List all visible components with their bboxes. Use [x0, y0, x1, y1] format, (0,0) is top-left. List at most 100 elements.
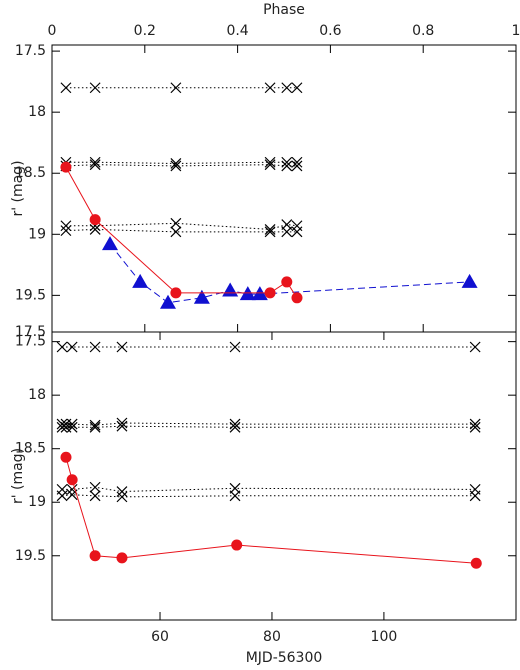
series-line: [65, 222, 298, 230]
marker: [89, 481, 101, 493]
y-tick-label: 19.5: [15, 287, 46, 303]
marker: [116, 420, 128, 432]
marker: [170, 287, 182, 299]
x-tick-label: 0: [48, 23, 57, 39]
y-tick-label: 17.5: [15, 334, 46, 350]
marker: [229, 490, 241, 502]
marker: [60, 225, 72, 237]
marker: [469, 490, 481, 502]
y-tick-label: 19.5: [15, 548, 46, 564]
y-tick-label: 19: [28, 494, 46, 510]
marker: [116, 552, 128, 564]
y-tick-label: 18: [28, 387, 46, 403]
marker: [116, 341, 128, 353]
y-tick-label: 18.5: [15, 165, 46, 181]
marker: [193, 289, 210, 304]
marker: [469, 341, 481, 353]
marker: [160, 294, 176, 309]
marker: [60, 161, 72, 173]
series-line: [62, 486, 476, 493]
marker: [66, 483, 78, 495]
marker: [89, 214, 101, 226]
marker: [60, 82, 72, 94]
y-tick-label: 18: [28, 104, 46, 120]
series-line: [62, 494, 476, 498]
x-tick-label: 100: [371, 629, 398, 645]
marker: [231, 539, 243, 551]
marker: [469, 421, 481, 433]
marker: [170, 82, 182, 94]
marker: [229, 421, 241, 433]
marker: [291, 226, 303, 238]
marker: [281, 82, 293, 94]
marker: [102, 236, 118, 251]
marker: [116, 491, 128, 503]
marker: [291, 292, 303, 304]
x-tick-label: 1: [512, 23, 520, 39]
marker: [170, 217, 182, 229]
series-line: [65, 164, 297, 167]
marker: [66, 421, 78, 433]
marker: [229, 341, 241, 353]
marker: [291, 160, 303, 172]
series-line: [65, 166, 298, 299]
marker: [222, 282, 239, 297]
marker: [281, 276, 293, 288]
y-axis-label: r' (mag): [10, 448, 26, 504]
x-tick-label: 0.2: [134, 23, 156, 39]
marker: [89, 156, 101, 168]
series-line: [62, 425, 476, 428]
marker: [66, 474, 78, 486]
marker: [170, 226, 182, 238]
marker: [89, 159, 101, 171]
marker: [170, 160, 182, 172]
marker: [264, 156, 276, 168]
marker: [56, 421, 68, 433]
x-tick-label: 0.6: [319, 23, 341, 39]
marker: [89, 421, 101, 433]
x-tick-label: 0.8: [412, 23, 434, 39]
marker: [89, 82, 101, 94]
marker: [116, 486, 128, 497]
y-tick-label: 17.5: [15, 43, 46, 59]
series-line: [109, 243, 470, 304]
marker: [89, 490, 101, 502]
x-axis-label: MJD-56300: [246, 650, 323, 666]
marker: [56, 341, 68, 353]
marker: [89, 419, 101, 431]
marker: [170, 158, 182, 169]
marker: [281, 226, 293, 238]
marker: [264, 226, 276, 238]
plot-frame: [51, 331, 517, 621]
plot-frame: [51, 44, 517, 333]
marker: [56, 490, 68, 502]
series-line: [65, 457, 477, 564]
marker: [291, 156, 303, 168]
marker: [89, 223, 101, 235]
marker: [291, 82, 303, 94]
marker: [132, 273, 149, 288]
marker: [60, 220, 72, 232]
marker: [264, 287, 276, 299]
marker: [281, 160, 293, 172]
y-tick-label: 17.5: [15, 324, 46, 340]
y-tick-label: 18.5: [15, 441, 46, 457]
series-line: [65, 161, 297, 164]
marker: [264, 223, 276, 235]
y-tick-label: 19: [28, 226, 46, 242]
series-line: [65, 228, 297, 233]
marker: [264, 82, 276, 94]
x-tick-label: 80: [263, 629, 281, 645]
marker: [89, 341, 101, 353]
marker: [470, 557, 482, 569]
y-axis-label: r' (mag): [10, 160, 26, 216]
marker: [60, 451, 72, 463]
x-tick-label: 60: [151, 629, 169, 645]
marker: [461, 273, 478, 288]
x-axis-label: Phase: [263, 2, 305, 18]
marker: [89, 550, 101, 562]
x-tick-label: 0.4: [226, 23, 248, 39]
marker: [264, 159, 276, 171]
marker: [66, 341, 78, 353]
